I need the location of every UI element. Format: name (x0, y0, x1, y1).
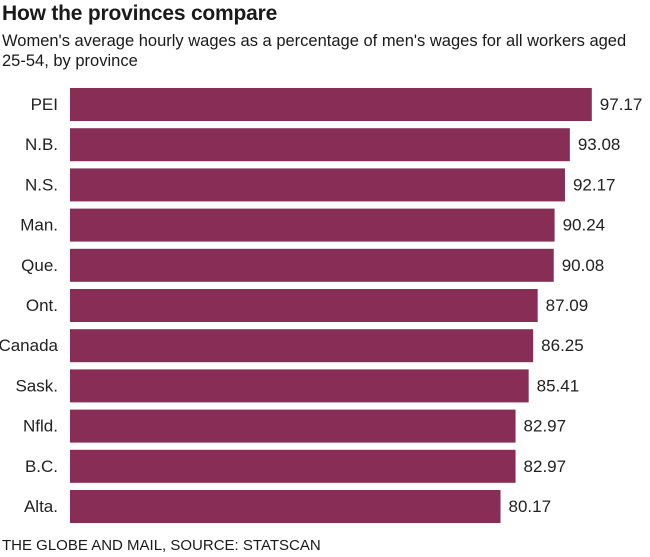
value-label: 92.17 (573, 175, 616, 194)
category-label: Que. (21, 256, 58, 275)
value-label: 90.08 (562, 256, 605, 275)
category-label: PEI (31, 95, 58, 114)
source-credit: THE GLOBE AND MAIL, SOURCE: STATSCAN (2, 537, 321, 554)
bar (70, 409, 516, 443)
value-label: 82.97 (524, 417, 567, 436)
value-label: 82.97 (524, 457, 567, 476)
bar (70, 449, 516, 483)
category-label: Alta. (24, 497, 58, 516)
chart-subtitle: Women's average hourly wages as a percen… (2, 32, 627, 70)
value-label: 85.41 (537, 376, 580, 395)
chart-title: How the provinces compare (2, 2, 278, 25)
category-label: Ont. (26, 296, 58, 315)
bar (70, 168, 565, 202)
value-label: 97.17 (600, 95, 643, 114)
value-label: 86.25 (541, 336, 584, 355)
category-label: N.S. (25, 175, 58, 194)
category-label: Sask. (15, 376, 58, 395)
value-label: 87.09 (546, 296, 589, 315)
category-label: B.C. (25, 457, 58, 476)
value-label: 93.08 (578, 135, 621, 154)
bar (70, 490, 501, 523)
bar (70, 248, 554, 282)
category-label: Man. (20, 216, 58, 235)
bar (70, 128, 570, 162)
category-label: N.B. (25, 135, 58, 154)
bar-chart: PEI 97.17 N.B. 93.08 N.S. 92.17 Man. 90.24 Que. 9… (0, 88, 643, 523)
bar (70, 208, 555, 242)
category-label: Nfld. (23, 417, 58, 436)
bar (70, 88, 592, 121)
value-label: 90.24 (563, 216, 606, 235)
bar (70, 289, 538, 322)
value-label: 80.17 (509, 497, 552, 516)
bar (70, 329, 534, 363)
category-label: Canada (0, 336, 59, 355)
bar (70, 369, 529, 403)
